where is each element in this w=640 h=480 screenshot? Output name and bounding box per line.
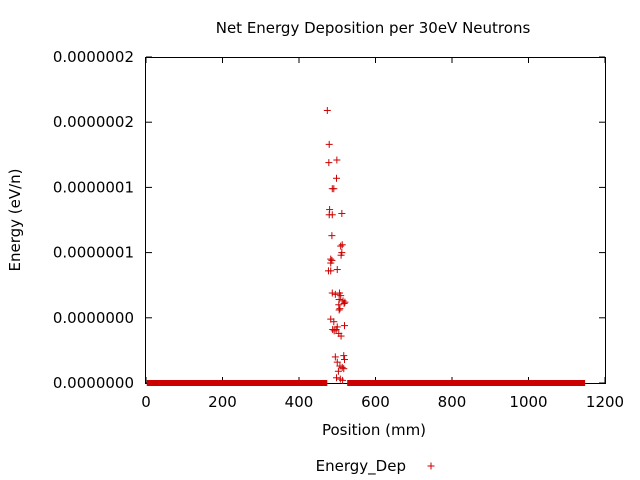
legend-marker (427, 462, 435, 470)
plot-area-border (145, 57, 606, 384)
data-point (336, 305, 344, 313)
data-point (341, 322, 349, 330)
data-point (340, 365, 348, 373)
data-points (323, 106, 349, 384)
y-tick-label: 0.0000001 (53, 178, 134, 196)
chart-title: Net Energy Deposition per 30eV Neutrons (216, 19, 531, 37)
data-point (328, 211, 336, 219)
data-point (325, 159, 333, 167)
data-point (338, 241, 346, 249)
y-axis: 0.0000000 0.0000000 0.0000001 0.0000001 0.00… (53, 48, 605, 392)
x-axis-label: Position (mm) (322, 421, 426, 439)
data-point (335, 306, 343, 314)
data-point (325, 140, 333, 148)
data-point (341, 298, 349, 306)
x-axis: 0 200 400 600 800 1000 1200 (141, 57, 624, 411)
data-point (333, 266, 341, 274)
data-point (340, 299, 348, 307)
data-point (332, 174, 340, 182)
data-point (330, 185, 338, 193)
data-point (331, 290, 339, 298)
x-tick-label: 800 (438, 393, 467, 411)
legend-label: Energy_Dep (316, 457, 406, 476)
data-point (337, 251, 345, 259)
data-point (332, 374, 340, 382)
data-point (341, 356, 349, 364)
x-tick-label: 0 (141, 393, 151, 411)
data-point (327, 259, 335, 267)
data-point (333, 358, 341, 366)
x-tick-label: 1000 (509, 393, 547, 411)
legend-marker-plus (427, 462, 435, 470)
y-tick-label: 0.0000002 (53, 48, 134, 66)
data-point (330, 327, 338, 335)
legend: Energy_Dep (316, 457, 435, 476)
data-point (338, 209, 346, 217)
x-tick-label: 200 (208, 393, 237, 411)
data-point (333, 156, 341, 164)
y-axis-label: Energy (eV/n) (6, 168, 24, 271)
data-point (328, 232, 336, 240)
x-tick-label: 400 (285, 393, 314, 411)
x-tick-label: 1200 (586, 393, 624, 411)
y-tick-label: 0.0000000 (53, 374, 134, 392)
data-point (331, 353, 339, 361)
data-point (337, 292, 345, 300)
data-point (327, 267, 335, 275)
data-point (338, 363, 346, 371)
data-point (340, 352, 348, 360)
data-point (339, 376, 347, 384)
y-tick-label: 0.0000002 (53, 113, 134, 131)
data-point (337, 332, 345, 340)
data-point (323, 106, 331, 114)
data-point (337, 242, 345, 250)
data-point (330, 318, 338, 326)
y-tick-label: 0.0000000 (53, 309, 134, 327)
y-tick-label: 0.0000001 (53, 244, 134, 262)
data-point (334, 367, 342, 375)
x-tick-label: 600 (361, 393, 390, 411)
data-point (328, 289, 336, 297)
